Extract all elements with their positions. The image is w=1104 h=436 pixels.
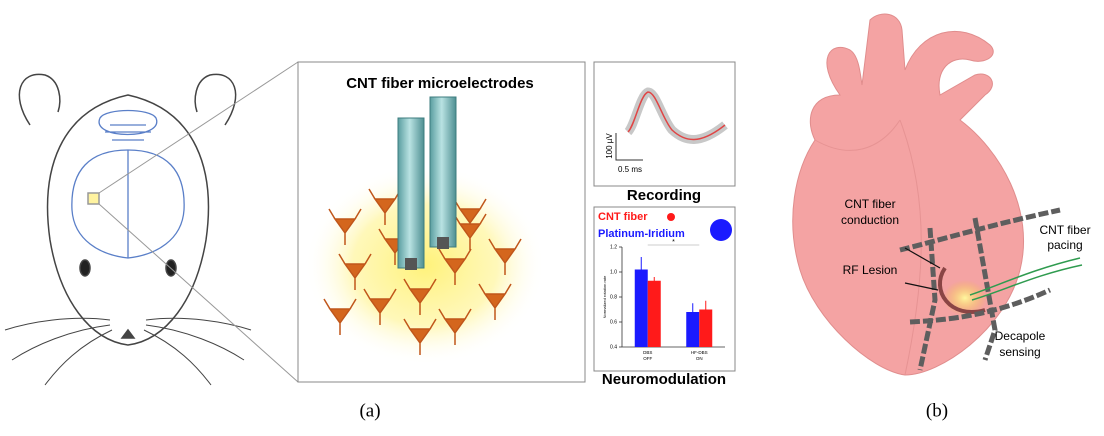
recording-title: Recording — [627, 187, 701, 204]
scale-x-label: 0.5 ms — [618, 165, 642, 174]
legend-label: Platinum-Iridium — [598, 228, 685, 240]
heart-drawing — [793, 14, 1082, 375]
pacing-label: pacing — [1047, 238, 1082, 252]
sensing-label: sensing — [999, 345, 1040, 359]
conduction-label: conduction — [841, 213, 899, 227]
conduction-label: CNT fiber — [844, 197, 895, 211]
panel-label: (a) — [359, 400, 380, 421]
legend-marker — [667, 213, 675, 221]
legend-label: CNT fiber — [598, 211, 648, 223]
sensing-label: Decapole — [995, 329, 1046, 343]
pacing-label: CNT fiber — [1039, 223, 1090, 237]
figure: CNT fiber microelectrodes 100 µV 0.5 ms … — [0, 0, 1104, 436]
panel-label: (b) — [926, 400, 948, 421]
panel-title: CNT fiber microelectrodes — [346, 75, 534, 92]
x-tick-label: DBS — [643, 350, 652, 355]
y-tick-label: 1.0 — [610, 269, 617, 275]
neuromodulation-title: Neuromodulation — [602, 371, 726, 388]
bar — [648, 281, 661, 347]
x-tick-label: ON — [696, 356, 703, 361]
y-axis-label: Normalized rotation rate — [602, 275, 607, 318]
y-tick-label: 0.4 — [610, 344, 617, 350]
scale-y-label: 100 µV — [605, 133, 614, 159]
x-tick-label: OFF — [643, 356, 652, 361]
legend-marker — [710, 219, 732, 241]
lesion-label: RF Lesion — [843, 263, 898, 277]
x-tick-label: HF-DBS — [691, 350, 708, 355]
rat-drawing — [5, 62, 298, 385]
y-tick-label: 1.2 — [610, 244, 617, 250]
y-tick-label: 0.6 — [610, 319, 617, 325]
y-tick-label: 0.8 — [610, 294, 617, 300]
